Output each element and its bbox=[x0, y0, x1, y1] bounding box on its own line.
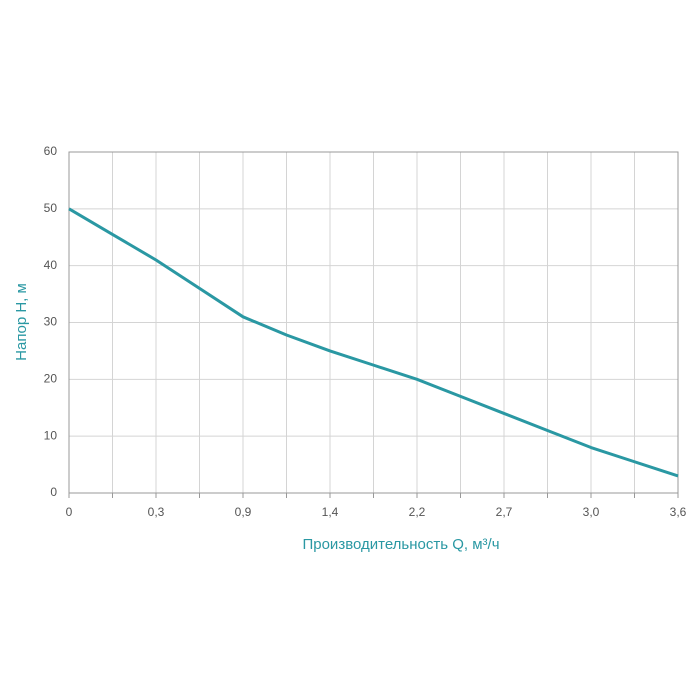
y-tick-label: 30 bbox=[44, 315, 58, 329]
x-tick-label: 2,2 bbox=[409, 505, 426, 519]
plot-frame bbox=[68, 151, 679, 494]
x-tick-label: 0 bbox=[66, 505, 73, 519]
y-tick-label: 20 bbox=[44, 372, 58, 386]
y-tick-label: 40 bbox=[44, 258, 58, 272]
x-tick-label: 3,0 bbox=[583, 505, 600, 519]
y-tick-label: 60 bbox=[44, 144, 58, 158]
x-axis-title: Производительность Q, м³/ч bbox=[302, 536, 499, 553]
line-series bbox=[68, 207, 679, 478]
y-tick-label: 50 bbox=[44, 201, 58, 215]
x-tick-label: 0,9 bbox=[235, 505, 252, 519]
y-tick-label: 10 bbox=[44, 428, 58, 442]
x-tick-label: 2,7 bbox=[496, 505, 513, 519]
x-tick-label: 3,6 bbox=[670, 505, 687, 519]
y-tick-label: 0 bbox=[50, 485, 57, 499]
x-tick-label: 0,3 bbox=[148, 505, 165, 519]
y-axis-title: Напор H, м bbox=[13, 283, 30, 361]
x-tick-label: 1,4 bbox=[322, 505, 339, 519]
